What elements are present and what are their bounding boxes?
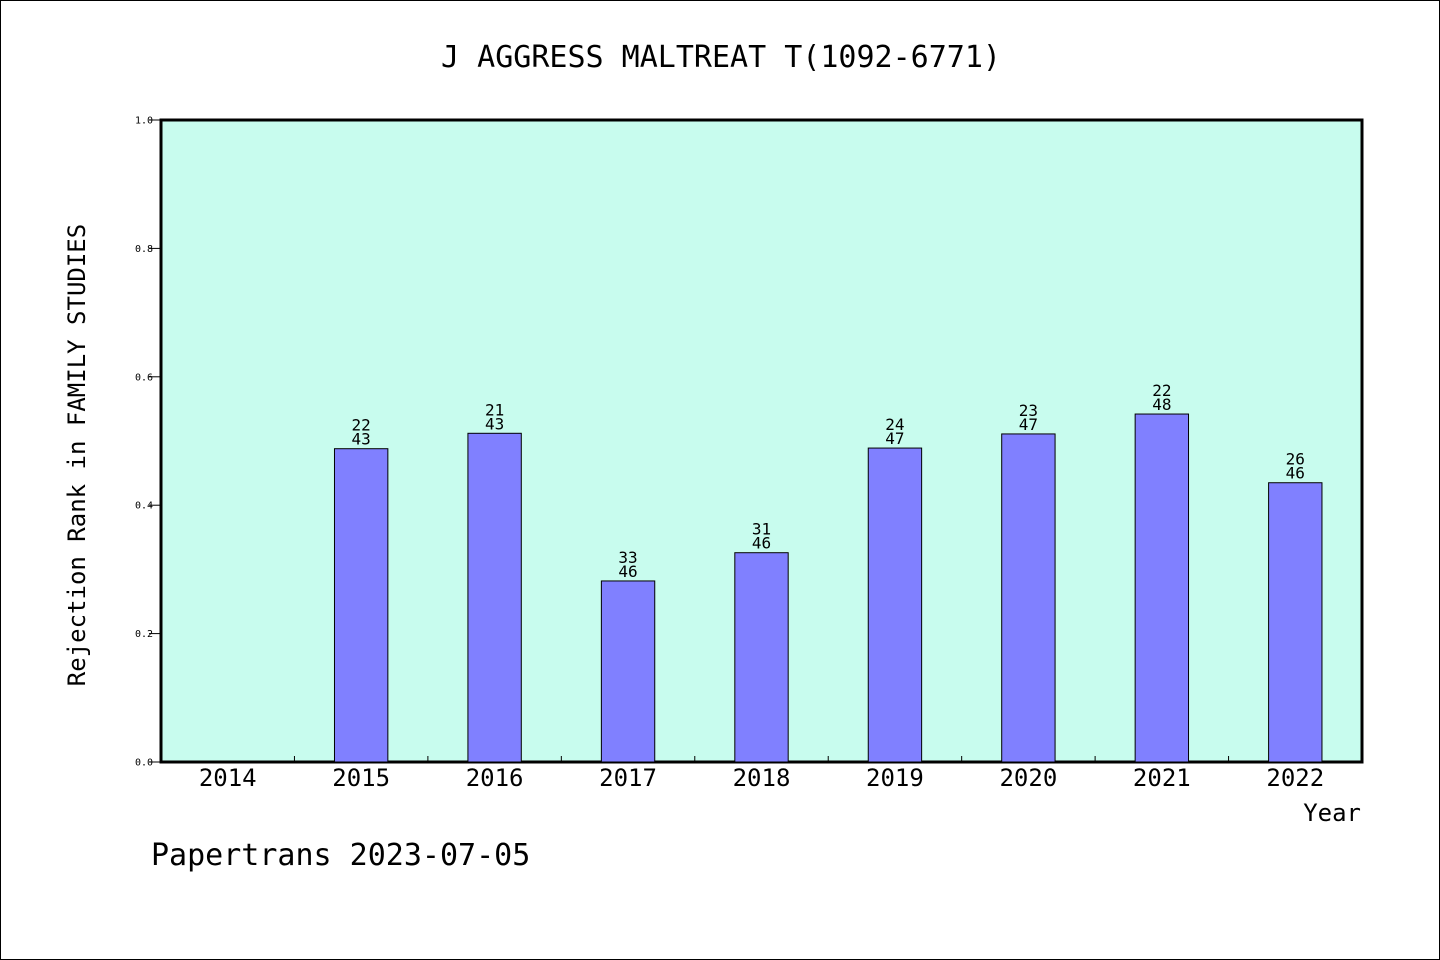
x-tick-label: 2015 [332,764,390,792]
bar-label-bottom: 46 [618,562,637,581]
bar-label-top: 33 [618,548,637,567]
bar-label-bottom: 46 [1286,464,1305,483]
y-tick-label: 0.2 [135,629,153,640]
bar-label-bottom: 43 [352,430,371,449]
y-tick-label: 0.8 [135,244,153,255]
bar-label-top: 22 [1152,381,1171,400]
y-axis: 0.0 0.2 0.4 0.6 0.8 1.0 [135,116,161,769]
y-tick-label: 0.6 [135,372,153,383]
x-tick-label: 2022 [1266,764,1324,792]
y-tick-label: 0.0 [135,758,153,769]
x-tick-label: 2014 [199,764,257,792]
bar-label-top: 21 [485,400,504,419]
bar-label-top: 23 [1019,401,1038,420]
chart-title: J AGGRESS MALTREAT T(1092-6771) [441,40,1001,75]
bar [1134,413,1190,763]
bar-label-bottom: 46 [752,534,771,553]
x-tick-label: 2019 [866,764,924,792]
footer-text: Papertrans 2023-07-05 [151,838,530,873]
bar [867,447,923,763]
x-axis: 2014 2015 2016 2017 2018 2019 2020 2021 2022 [199,756,1324,792]
y-axis-label: Rejection Rank in FAMILY STUDIES [63,224,91,686]
x-tick-label: 2018 [733,764,791,792]
y-tick-label: 1.0 [135,116,153,127]
bar [600,580,656,763]
bar [1268,482,1323,763]
bar-label-top: 31 [752,520,771,539]
bar [734,552,789,763]
x-tick-label: 2016 [466,764,524,792]
bar-label-top: 22 [352,416,371,435]
bar-label-bottom: 47 [1019,415,1038,434]
x-tick-label: 2017 [599,764,657,792]
x-tick-label: 2021 [1133,764,1191,792]
bar-label-top: 24 [885,415,904,434]
bar-label-bottom: 47 [885,429,904,448]
bar-label-top: 26 [1286,450,1305,469]
bar-label-bottom: 43 [485,414,504,433]
bar-label-bottom: 48 [1152,395,1171,414]
y-tick-label: 0.4 [135,501,153,512]
bar [467,432,522,763]
x-axis-label: Year [1303,799,1361,827]
x-tick-label: 2020 [999,764,1057,792]
bar [1001,433,1056,763]
bar [333,448,389,763]
